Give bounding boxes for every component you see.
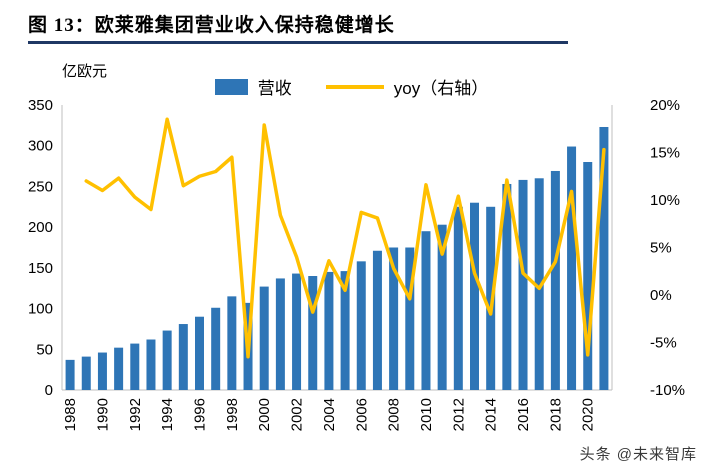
revenue-bar bbox=[599, 126, 609, 391]
x-axis-year-label: 2018 bbox=[547, 398, 564, 431]
right-axis-tick-label: -10% bbox=[650, 382, 685, 399]
revenue-bar bbox=[146, 339, 156, 390]
x-axis-year-label: 1996 bbox=[192, 398, 209, 431]
chart-legend: 营收 yoy（右轴） bbox=[0, 74, 703, 99]
revenue-bar bbox=[211, 307, 221, 390]
revenue-bar bbox=[389, 247, 399, 390]
revenue-bar bbox=[275, 278, 285, 390]
revenue-bar bbox=[97, 352, 107, 390]
revenue-bar bbox=[308, 276, 318, 390]
right-axis-tick-label: 10% bbox=[650, 192, 680, 209]
x-axis-year-label: 2002 bbox=[289, 398, 306, 431]
legend-item-yoy: yoy（右轴） bbox=[325, 74, 489, 99]
revenue-bar bbox=[502, 183, 512, 390]
revenue-bar bbox=[518, 179, 528, 390]
revenue-bar-swatch-icon bbox=[214, 78, 248, 95]
left-axis-unit-label: 亿欧元 bbox=[62, 63, 108, 80]
x-axis-year-label: 1998 bbox=[224, 398, 241, 431]
x-axis-year-label: 2004 bbox=[321, 398, 338, 431]
revenue-bar bbox=[437, 224, 447, 390]
left-axis-tick-label: 200 bbox=[28, 219, 53, 236]
right-axis-tick-label: 5% bbox=[650, 240, 672, 257]
x-axis-year-label: 2014 bbox=[483, 398, 500, 431]
legend-yoy-label: yoy（右轴） bbox=[393, 79, 489, 98]
right-axis-tick-label: 0% bbox=[650, 287, 672, 304]
revenue-bar bbox=[130, 343, 140, 390]
left-axis-tick-label: 50 bbox=[36, 341, 53, 358]
revenue-bar bbox=[65, 359, 75, 390]
revenue-bar bbox=[292, 273, 302, 390]
x-axis-year-label: 2010 bbox=[418, 398, 435, 431]
revenue-bar bbox=[372, 250, 382, 390]
x-axis-year-label: 2016 bbox=[515, 398, 532, 431]
x-axis-year-label: 1994 bbox=[159, 398, 176, 431]
revenue-bar bbox=[340, 271, 350, 390]
x-axis-year-label: 1990 bbox=[94, 398, 111, 431]
legend-item-revenue: 营收 bbox=[214, 74, 292, 99]
legend-revenue-label: 营收 bbox=[257, 79, 292, 98]
yoy-line-swatch-icon bbox=[325, 84, 384, 89]
right-axis-tick-label: 20% bbox=[650, 98, 680, 114]
revenue-bar bbox=[178, 324, 188, 390]
revenue-bar bbox=[324, 271, 334, 390]
revenue-bar bbox=[534, 178, 544, 390]
revenue-bar bbox=[550, 170, 560, 390]
revenue-bar bbox=[486, 206, 496, 390]
revenue-bar bbox=[162, 330, 172, 390]
revenue-yoy-chart: 0 50 100 150 200 250 300 350 20% 15% 10% 5% 0% -5% -10… bbox=[28, 98, 685, 431]
x-axis-year-label: 2020 bbox=[580, 398, 597, 431]
title-underline bbox=[28, 41, 568, 44]
watermark: 头条 @未来智库 bbox=[579, 446, 697, 463]
left-axis-tick-label: 150 bbox=[28, 260, 53, 277]
left-axis-tick-label: 100 bbox=[28, 301, 53, 318]
revenue-bar bbox=[405, 247, 415, 390]
figure-title: 图 13：欧莱雅集团营业收入保持稳健增长 bbox=[28, 15, 395, 36]
revenue-bar bbox=[421, 231, 431, 390]
revenue-bar bbox=[195, 316, 204, 390]
revenue-bar bbox=[227, 296, 237, 390]
revenue-bar bbox=[81, 356, 91, 390]
left-axis-tick-label: 0 bbox=[45, 382, 53, 399]
revenue-bar bbox=[259, 286, 269, 390]
x-axis-year-label: 2012 bbox=[450, 398, 467, 431]
x-axis-year-label: 1992 bbox=[127, 398, 144, 431]
revenue-bar bbox=[567, 146, 577, 390]
revenue-bar bbox=[114, 347, 124, 390]
left-axis-tick-label: 350 bbox=[28, 98, 53, 114]
revenue-bar bbox=[453, 206, 463, 390]
x-axis-year-label: 2006 bbox=[353, 398, 370, 431]
revenue-bar bbox=[470, 202, 479, 390]
left-axis-tick-label: 250 bbox=[28, 178, 53, 195]
x-axis-year-label: 2000 bbox=[256, 398, 273, 431]
left-axis-tick-label: 300 bbox=[28, 138, 53, 155]
revenue-bar bbox=[356, 261, 366, 390]
x-axis-year-label: 1988 bbox=[62, 398, 79, 431]
right-axis-tick-label: -5% bbox=[650, 335, 677, 352]
yoy-line bbox=[84, 117, 606, 359]
revenue-bar bbox=[583, 162, 593, 390]
right-axis-tick-label: 15% bbox=[650, 145, 680, 162]
x-axis-year-label: 2008 bbox=[386, 398, 403, 431]
